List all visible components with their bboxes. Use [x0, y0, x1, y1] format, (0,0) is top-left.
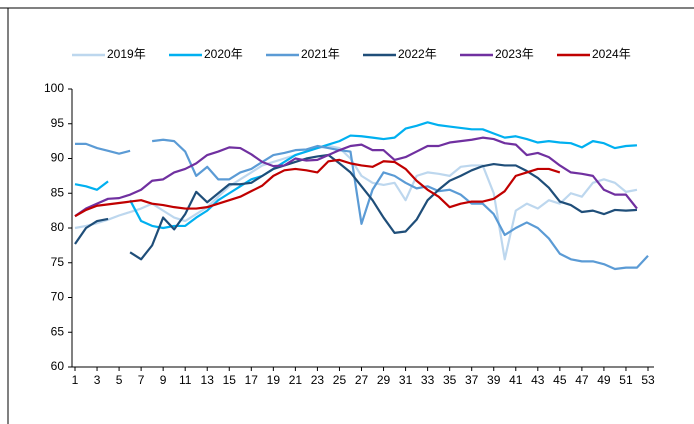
x-tick-label: 7 — [138, 373, 145, 387]
legend-label: 2024年 — [592, 47, 631, 61]
x-tick-label: 15 — [223, 373, 237, 387]
legend-label: 2021年 — [301, 47, 340, 61]
series-line — [74, 136, 638, 218]
x-tick-label: 27 — [355, 373, 369, 387]
series-line — [74, 158, 561, 218]
x-tick-label: 41 — [509, 373, 523, 387]
x-tick-label: 11 — [179, 373, 192, 387]
series-line — [74, 144, 638, 261]
y-tick-label: 60 — [51, 359, 65, 373]
legend-label: 2022年 — [398, 47, 437, 61]
y-tick-label: 100 — [44, 81, 64, 95]
x-tick-label: 3 — [94, 373, 101, 387]
x-tick-label: 1 — [72, 373, 79, 387]
x-tick-label: 13 — [201, 373, 215, 387]
x-tick-label: 17 — [245, 373, 259, 387]
y-tick-label: 95 — [51, 116, 65, 130]
y-tick-label: 70 — [51, 290, 65, 304]
legend-label: 2019年 — [107, 47, 146, 61]
x-tick-label: 51 — [619, 373, 633, 387]
x-tick-label: 45 — [553, 373, 567, 387]
x-tick-label: 19 — [267, 373, 281, 387]
x-tick-label: 53 — [641, 373, 655, 387]
y-tick-label: 80 — [51, 220, 65, 234]
x-tick-label: 29 — [377, 373, 391, 387]
x-tick-label: 47 — [575, 373, 589, 387]
legend-label: 2020年 — [204, 47, 243, 61]
x-tick-label: 35 — [443, 373, 457, 387]
series-line — [74, 121, 638, 230]
y-tick-label: 85 — [51, 185, 65, 199]
y-tick-label: 75 — [51, 255, 65, 269]
series-line — [74, 153, 638, 261]
y-tick-label: 90 — [51, 151, 65, 165]
x-tick-label: 33 — [421, 373, 435, 387]
x-tick-label: 39 — [487, 373, 501, 387]
x-tick-label: 43 — [531, 373, 545, 387]
x-tick-label: 23 — [311, 373, 325, 387]
y-tick-label: 65 — [51, 324, 65, 338]
x-tick-label: 31 — [399, 373, 413, 387]
x-tick-label: 37 — [465, 373, 479, 387]
x-tick-label: 9 — [160, 373, 167, 387]
x-tick-label: 21 — [289, 373, 303, 387]
x-tick-label: 25 — [333, 373, 347, 387]
series-line — [75, 138, 649, 271]
x-tick-label: 5 — [116, 373, 123, 387]
legend-label: 2023年 — [495, 47, 534, 61]
x-tick-label: 49 — [597, 373, 611, 387]
